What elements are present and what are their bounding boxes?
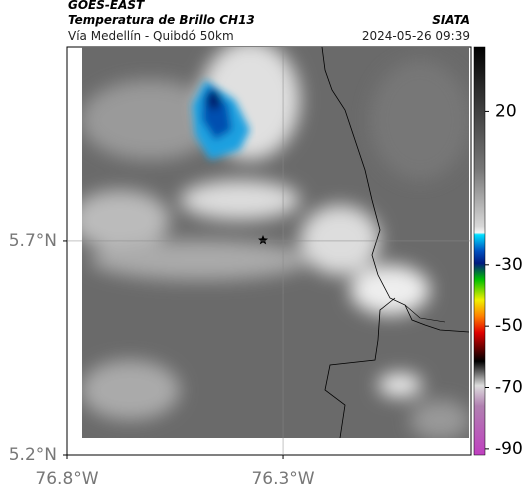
colorbar: [473, 46, 486, 456]
colorbar-tick-label: 20: [495, 101, 517, 121]
location-marker: [258, 235, 268, 245]
datetime: 2024-05-26 09:39: [362, 29, 470, 43]
colorbar-tick-label: -70: [495, 378, 523, 398]
x-tick-label: 76.3°W: [251, 469, 314, 489]
x-tick-label: 76.8°W: [35, 469, 98, 489]
y-tick-label: 5.7°N: [9, 231, 57, 251]
source: GOES-EAST: [68, 0, 145, 12]
satellite-image: [66, 46, 486, 456]
colorbar-tick-label: -50: [495, 316, 523, 336]
subtitle: Vía Medellín - Quibdó 50km: [68, 29, 234, 43]
y-tick-label: 5.2°N: [9, 445, 57, 465]
org: SIATA: [432, 13, 470, 27]
colorbar-tick-label: -30: [495, 255, 523, 275]
colorbar-tick-label: -90: [495, 439, 523, 459]
title: Temperatura de Brillo CH13: [68, 13, 255, 27]
